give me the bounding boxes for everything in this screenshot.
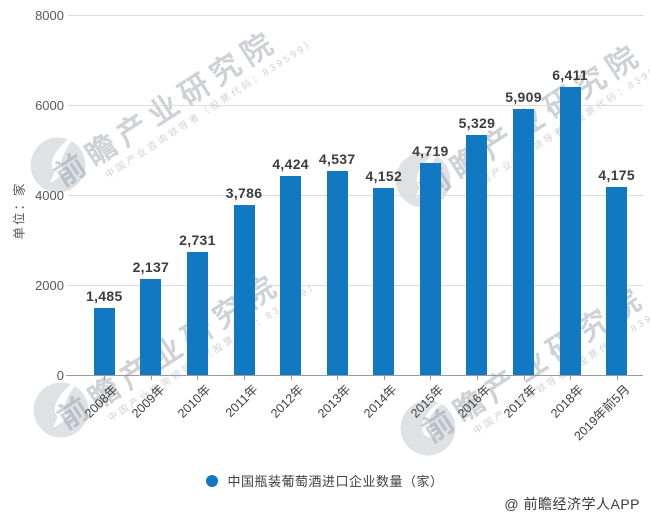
bar-value-label: 2,731 xyxy=(179,232,216,249)
bar xyxy=(466,135,488,375)
bar xyxy=(373,188,395,375)
x-axis-label: 2015年 xyxy=(408,382,447,421)
bar xyxy=(93,308,115,375)
bar-value-label: 4,719 xyxy=(412,142,449,159)
x-tick xyxy=(197,375,199,380)
legend-label: 中国瓶装葡萄酒进口企业数量（家） xyxy=(227,474,444,489)
x-axis-label: 2017年 xyxy=(501,382,540,421)
x-tick xyxy=(104,375,106,380)
gridline xyxy=(68,15,643,16)
x-axis-label: 2008年 xyxy=(82,382,121,421)
legend: 中国瓶装葡萄酒进口企业数量（家） xyxy=(0,471,650,490)
x-tick xyxy=(290,375,292,380)
bar-value-label: 4,424 xyxy=(272,155,309,172)
x-axis-label: 2011年 xyxy=(222,382,261,421)
x-tick xyxy=(570,375,572,380)
x-tick xyxy=(244,375,246,380)
x-tick xyxy=(150,375,152,380)
x-axis-line xyxy=(66,375,643,376)
legend-marker-dot xyxy=(206,474,219,487)
gridline xyxy=(68,285,643,286)
bar-value-label: 4,537 xyxy=(318,150,356,167)
x-axis-label: 2013年 xyxy=(315,382,354,421)
x-axis-label: 2018年 xyxy=(547,382,587,421)
bar xyxy=(513,109,535,375)
x-axis-label: 2009年 xyxy=(128,382,168,421)
x-axis-label: 2010年 xyxy=(175,382,214,421)
gridline xyxy=(68,195,643,196)
bar xyxy=(606,187,628,375)
bar-value-label: 3,786 xyxy=(225,184,263,201)
bar-value-label: 5,329 xyxy=(458,115,496,132)
x-axis-label: 2014年 xyxy=(361,382,400,421)
x-tick xyxy=(476,375,478,380)
bar xyxy=(280,175,302,375)
y-tick-label: 6000 xyxy=(35,97,64,113)
bar xyxy=(559,86,581,375)
bar-value-label: 5,909 xyxy=(505,89,542,106)
bar xyxy=(419,162,441,375)
bar xyxy=(233,204,255,375)
y-tick-label: 4000 xyxy=(35,187,64,203)
bar-value-label: 4,152 xyxy=(365,168,403,185)
bar-value-label: 1,485 xyxy=(86,288,123,305)
x-tick xyxy=(383,375,385,380)
x-tick xyxy=(523,375,525,380)
x-axis-label: 2016年 xyxy=(454,382,494,421)
x-tick xyxy=(337,375,339,380)
bar xyxy=(326,170,348,375)
bar xyxy=(140,278,162,375)
y-tick-label: 2000 xyxy=(35,277,64,293)
bar-value-label: 2,137 xyxy=(132,258,170,275)
gridline xyxy=(68,105,643,106)
bar xyxy=(186,252,208,375)
bar-value-label: 6,411 xyxy=(552,66,588,83)
x-tick xyxy=(430,375,432,380)
x-tick xyxy=(616,375,618,380)
source-credit: @ 前瞻经济学人APP xyxy=(504,496,640,512)
x-axis-label: 2012年 xyxy=(268,382,307,421)
y-tick-label: 0 xyxy=(56,367,64,383)
y-tick-label: 8000 xyxy=(35,7,64,23)
bar-value-label: 4,175 xyxy=(598,167,635,184)
